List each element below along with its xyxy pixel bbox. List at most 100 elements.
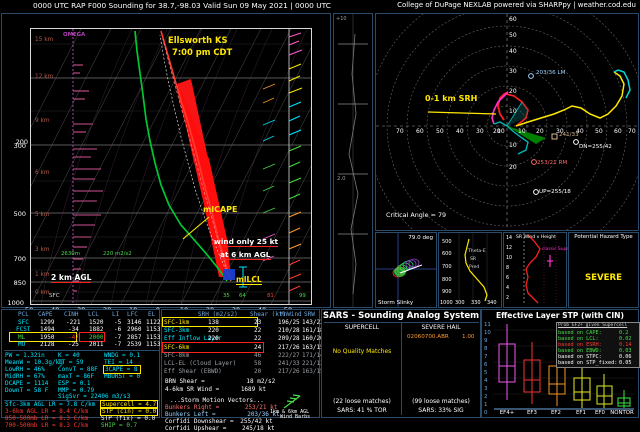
fcst-name: FCST xyxy=(16,326,31,333)
surface-value-1: 64 xyxy=(239,293,246,299)
sars-supercell-matches: (22 loose matches) xyxy=(333,398,391,405)
hodo-x--50: 50 xyxy=(436,128,444,135)
annotation-0-1km-srh: 0-1 km SRH xyxy=(425,94,478,103)
bunkers-left-value: 203/36 kt xyxy=(247,411,280,418)
height-label-9km: 9 km xyxy=(35,118,50,124)
annotation-mllcl: mlLCL xyxy=(236,275,262,285)
storm-slinky-panel[interactable]: 79.0 deg Storm Slinky xyxy=(375,232,437,308)
hodograph-panel[interactable]: 10 20 30 40 50 60 10 20 70 60 50 40 30 2… xyxy=(366,0,640,267)
srw-y-10: 10 xyxy=(506,256,513,261)
motion-bunkers-left: Bunkers Left = 203/36 kt xyxy=(165,411,280,418)
ml-lcl: 2000 xyxy=(89,334,104,341)
col-lcl: LCL xyxy=(88,311,99,318)
sr-wind-label: 4-6km SR Wind = xyxy=(165,386,220,393)
height-label-5km: 5 km xyxy=(35,212,50,218)
kin-sfc1km-shear: 23 xyxy=(254,319,262,326)
station-time: 7:00 pm CDT xyxy=(172,47,233,57)
prob-stpfixed-value: 0.05 xyxy=(619,360,632,366)
theta-x-300: 300 xyxy=(455,300,465,306)
stat-sigsvr-value: 22406 m3/s3 xyxy=(90,393,131,400)
sars-supercell-message: No Quality Matches xyxy=(332,348,392,355)
stat-midrh: MidRH = 67% xyxy=(5,373,63,380)
stat-meanw-label: MeanW = xyxy=(5,359,31,366)
mu-name: MU xyxy=(18,341,26,348)
theta-e-panel[interactable]: 500 600 700 800 900 1000 300 330 340 The… xyxy=(438,232,502,308)
thermo-left-stats: PW = 1.32in MeanW = 10.3g/kg LowRH = 46%… xyxy=(5,352,63,394)
stat-mmp: MMP = 0.79 xyxy=(58,387,98,394)
col-li: LI xyxy=(112,311,120,318)
srw-y-8: 8 xyxy=(506,266,510,271)
hodo-marker-rm: 253/21 RM xyxy=(537,160,568,166)
kin-ebwd-shear: 20 xyxy=(254,368,262,375)
col-mnwind: MnWind xyxy=(280,311,302,318)
ml-el: 11531 xyxy=(146,334,165,341)
stat-dcape: DCAPE = 1114 xyxy=(5,380,63,387)
kin-ebwd-name: Eff Shear (EBWD) xyxy=(164,368,222,375)
hodo-ring-40: 40 xyxy=(509,48,517,55)
pressure-tick-300: 300 xyxy=(13,142,26,150)
hodo-x--10: 10 xyxy=(497,128,505,135)
sars-hail-match-value: 1.00 xyxy=(462,334,475,340)
stat-mmp-label: MMP = xyxy=(58,387,77,394)
barb-caption-line2: Wind Barbs xyxy=(280,414,311,420)
stp-y-4: 4 xyxy=(484,378,488,384)
title-bar: 0000 UTC RAP F000 Sounding for 38.7,-98.… xyxy=(0,0,640,13)
storm-slinky-value: 79.0 deg xyxy=(408,235,433,241)
stat-pw: PW = 1.32in xyxy=(5,352,63,359)
prob-cape-label: based on CAPE: xyxy=(558,330,602,336)
hodo-ring-60: 60 xyxy=(509,16,517,23)
stp-panel[interactable]: Effective Layer STP (with CIN) 11 10 9 8… xyxy=(481,309,640,418)
sfc-lfc: 3146 xyxy=(127,319,142,326)
surface-value-3: 99 xyxy=(299,293,306,299)
stat-maxt-label: maxT = xyxy=(58,373,80,380)
theta-y-800: 800 xyxy=(442,277,452,283)
sounding-title: 0000 UTC RAP F000 Sounding for 38.7,-98.… xyxy=(33,1,331,10)
barb-caption-line1: 1km & 6km AGL xyxy=(270,409,310,415)
thermo-mid-stats: K = 40 TT = 59 ConvT = 88F maxT = 86F ES… xyxy=(58,352,98,394)
composite-index-list: Supercell = 4.7 STP (cin) = 0.0 STP (fix… xyxy=(99,400,159,429)
stat-mburst-label: MBURST = xyxy=(104,373,133,380)
stat-midrh-value: 67% xyxy=(33,373,45,380)
hodo-x--60: 60 xyxy=(416,128,424,135)
fcst-lcl: 1882 xyxy=(89,326,104,333)
sr-wind-height-panel[interactable]: 14 12 10 8 6 4 2 SR Wind v Height classi… xyxy=(503,232,578,308)
mu-el: 11531 xyxy=(146,341,165,348)
stat-k-value: 40 xyxy=(72,352,80,359)
annotation-height-2630m: 2630m xyxy=(61,251,80,257)
skewt-panel[interactable]: 200 300 500 700 850 1000 xyxy=(1,13,331,314)
thermodynamics-panel[interactable]: PCL CAPE CINH LCL LI LFC EL SFC 1299 -22… xyxy=(1,309,164,429)
sfc-label: SFC xyxy=(49,293,60,299)
stp-y-1: 1 xyxy=(484,402,488,408)
hodo-x-50: 50 xyxy=(595,128,603,135)
hodo-x--40: 40 xyxy=(456,128,464,135)
stp-y-3: 3 xyxy=(484,386,488,392)
lapse-3-6km: 3-6km AGL LR = 8.4 C/km xyxy=(5,408,95,415)
theta-series-0: Theta-E xyxy=(468,249,486,254)
inset-strip-graphics xyxy=(334,14,372,307)
kinematics-panel[interactable]: SRH (m2/s2) Shear (kt) MnWind SRW SFC-1k… xyxy=(161,309,324,432)
kin-lclel-shear: 58 xyxy=(254,360,262,367)
mu-cape: 2128 xyxy=(40,341,55,348)
kin-sfc3km-shear: 22 xyxy=(254,327,262,334)
stat-3cape-label: 3CAPE = xyxy=(105,366,131,373)
storm-motion-title: ...Storm Motion Vectors... xyxy=(170,397,264,404)
stat-k-label: K = xyxy=(58,352,69,359)
hodo-x-30: 30 xyxy=(556,128,564,135)
height-label-3km: 3 km xyxy=(35,247,50,253)
sr-wind-note: classic Supercell xyxy=(542,247,579,252)
stat-mburst-value: 0 xyxy=(136,373,141,380)
ml-li: -7 xyxy=(114,334,122,341)
stat-tt-value: 59 xyxy=(76,359,84,366)
sars-hail-match-id: 02060700.ABR xyxy=(407,334,449,340)
col-cinh: CINH xyxy=(64,311,79,318)
stat-esp: ESP = 0.1 xyxy=(58,380,98,387)
hazard-value: SEVERE xyxy=(584,273,623,283)
kin-lclel-srw: 221/13 xyxy=(302,360,324,367)
stat-tt: TT = 59 xyxy=(58,359,98,366)
hodo-marker-corfidi-up: UP=255/18 xyxy=(539,189,571,195)
sars-panel[interactable]: SARS - Sounding Analog System SUPERCELL … xyxy=(321,309,481,418)
potential-hazard-panel[interactable]: Potential Hazard Type SEVERE xyxy=(568,232,639,308)
annotation-2km-agl: 2 km AGL xyxy=(51,273,92,283)
skewt-plot-area[interactable]: Ellsworth KS 7:00 pm CDT OMEGA mlCAPE wi… xyxy=(30,28,312,305)
